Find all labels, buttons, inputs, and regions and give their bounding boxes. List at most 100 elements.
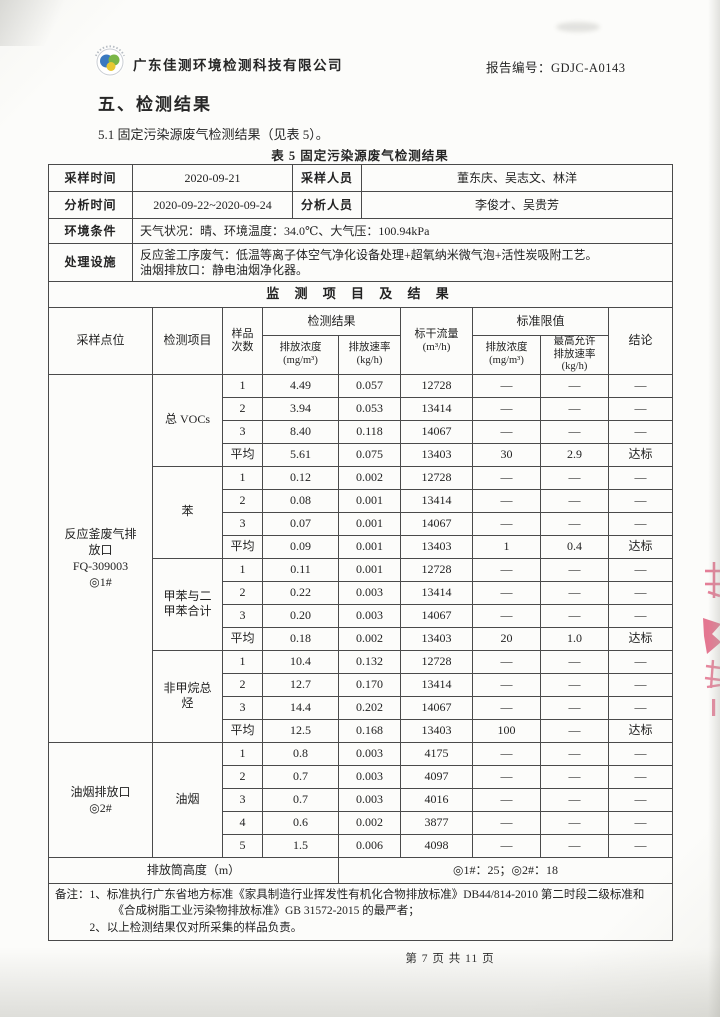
- cell-emission-concentration: 0.7: [262, 787, 339, 812]
- cell-conclusion: 达标: [607, 626, 674, 651]
- cell-emission-concentration: 0.11: [262, 557, 339, 582]
- cell-conclusion: —: [607, 396, 674, 421]
- info-row-sampling: 采样时间 2020-09-21 采样人员 董东庆、吴志文、林洋: [48, 164, 673, 192]
- cell-limit-concentration: —: [472, 695, 541, 720]
- test-item-cell: 苯: [152, 465, 223, 559]
- cell-conclusion: —: [607, 603, 674, 628]
- cell-emission-rate: 0.168: [338, 718, 401, 743]
- cell-max-allowed-rate: —: [540, 580, 609, 605]
- monitor-title-row: 监 测 项 目 及 结 果: [47, 281, 674, 308]
- result-row: 5 1.5 0.006 4098— — —: [49, 833, 674, 858]
- cell-emission-rate: 0.002: [338, 465, 401, 490]
- table-caption: 表 5 固定污染源废气检测结果: [271, 149, 449, 163]
- remark-label: 备注：: [55, 888, 90, 901]
- cell-conclusion: —: [607, 787, 674, 812]
- cell-standard-flow: 4016: [400, 787, 473, 812]
- info-row-facility: 处理设施 反应釜工序废气：低温等离子体空气净化设备处理+超氧纳米微气泡+活性炭吸…: [48, 243, 673, 282]
- scan-smudge: [556, 22, 600, 32]
- result-row: 油烟排放口 ◎2# 油烟 1 0.8 0.003 4175— — —: [48, 741, 674, 858]
- result-row: 2 0.22 0.003 13414— — —: [49, 580, 674, 605]
- cell-conclusion: —: [607, 764, 674, 789]
- cell-emission-concentration: 0.09: [262, 534, 339, 559]
- result-row: 2 0.7 0.003 4097— — —: [49, 764, 674, 789]
- company-logo-icon: [95, 45, 125, 77]
- stack-height-row: 排放筒高度（m） ◎1#：25；◎2#：18: [48, 856, 674, 884]
- analysis-staff-value: 李俊才、吴贵芳: [361, 191, 673, 219]
- section-title: 五、检测结果: [98, 95, 212, 114]
- cell-limit-concentration: —: [472, 603, 541, 628]
- cell-emission-rate: 0.003: [338, 741, 401, 766]
- cell-limit-concentration: 100: [472, 718, 541, 743]
- cell-conclusion: —: [607, 465, 674, 490]
- col-header-result-group: 检测结果: [262, 307, 401, 336]
- cell-sample-no: 平均: [222, 442, 263, 467]
- cell-limit-concentration: —: [472, 833, 541, 858]
- cell-standard-flow: 12728: [400, 649, 473, 674]
- cell-limit-concentration: —: [472, 649, 541, 674]
- result-row: 3 0.20 0.003 14067— — —: [49, 603, 674, 628]
- cell-standard-flow: 3877: [400, 810, 473, 835]
- cell-conclusion: 达标: [607, 442, 674, 467]
- cell-standard-flow: 14067: [400, 511, 473, 536]
- environment-label: 环境条件: [48, 218, 133, 244]
- stack-height-value: ◎1#：25；◎2#：18: [337, 856, 674, 884]
- company-name: 广东佳测环境检测科技有限公司: [133, 58, 343, 73]
- cell-sample-no: 2: [222, 488, 263, 513]
- results-table: 监 测 项 目 及 结 果 采样点位 检测项目 样品 次数 检测结果 标干流量 …: [47, 281, 674, 941]
- result-row: 平均 0.18 0.002 13403 20 1.0 达标: [49, 626, 674, 651]
- col-header-concentration: 排放浓度 (mg/m³): [262, 335, 339, 375]
- facility-label: 处理设施: [48, 243, 133, 282]
- col-header-limit-concentration: 排放浓度 (mg/m³): [472, 335, 541, 375]
- cell-limit-concentration: —: [472, 580, 541, 605]
- remark-content: 备注： 1、标准执行广东省地方标准《家具制造行业挥发性有机化合物排放标准》DB4…: [55, 887, 666, 937]
- result-row: 2 12.7 0.170 13414— — —: [49, 672, 674, 697]
- cell-limit-concentration: —: [472, 557, 541, 582]
- cell-emission-rate: 0.002: [338, 810, 401, 835]
- sampling-staff-label: 采样人员: [292, 164, 362, 192]
- cell-max-allowed-rate: —: [540, 810, 609, 835]
- cell-emission-concentration: 0.22: [262, 580, 339, 605]
- cell-max-allowed-rate: —: [540, 465, 609, 490]
- cell-standard-flow: 4098: [400, 833, 473, 858]
- report-tables: 采样时间 2020-09-21 采样人员 董东庆、吴志文、林洋 分析时间 202…: [47, 164, 674, 941]
- result-row: 3 14.4 0.202 14067— — —: [49, 695, 674, 720]
- cell-sample-no: 3: [222, 787, 263, 812]
- info-table: 采样时间 2020-09-21 采样人员 董东庆、吴志文、林洋 分析时间 202…: [48, 164, 673, 282]
- result-row: 4 0.6 0.002 3877— — —: [49, 810, 674, 835]
- cell-emission-rate: 0.118: [338, 419, 401, 444]
- cell-sample-no: 平均: [222, 626, 263, 651]
- cell-emission-concentration: 12.5: [262, 718, 339, 743]
- sampling-point-cell: 反应釜废气排 放口 FQ-309003 ◎1#: [48, 373, 153, 743]
- cell-conclusion: —: [607, 419, 674, 444]
- cell-emission-rate: 0.003: [338, 787, 401, 812]
- cell-emission-rate: 0.003: [338, 603, 401, 628]
- sampling-time-value: 2020-09-21: [132, 164, 293, 192]
- cell-max-allowed-rate: —: [540, 511, 609, 536]
- cell-standard-flow: 13403: [400, 718, 473, 743]
- cell-max-allowed-rate: —: [540, 787, 609, 812]
- cell-emission-concentration: 0.7: [262, 764, 339, 789]
- cell-emission-rate: 0.202: [338, 695, 401, 720]
- cell-emission-concentration: 1.5: [262, 833, 339, 858]
- stack-height-label: 排放筒高度（m）: [48, 856, 339, 884]
- cell-conclusion: —: [607, 741, 674, 766]
- cell-emission-concentration: 3.94: [262, 396, 339, 421]
- cell-sample-no: 3: [222, 511, 263, 536]
- analysis-staff-label: 分析人员: [292, 191, 362, 219]
- cell-max-allowed-rate: —: [540, 373, 609, 398]
- intro-text: 5.1 固定污染源废气检测结果（见表 5）。: [98, 127, 329, 142]
- cell-conclusion: —: [607, 649, 674, 674]
- environment-value: 天气状况：晴、环境温度：34.0℃、大气压：100.94kPa: [132, 218, 673, 244]
- cell-emission-rate: 0.001: [338, 557, 401, 582]
- cell-emission-rate: 0.001: [338, 488, 401, 513]
- cell-limit-concentration: —: [472, 488, 541, 513]
- analysis-time-label: 分析时间: [48, 191, 133, 219]
- col-header-rate: 排放速率 (kg/h): [338, 335, 401, 375]
- cell-sample-no: 1: [222, 741, 263, 766]
- cell-sample-no: 4: [222, 810, 263, 835]
- remark-row: 备注： 1、标准执行广东省地方标准《家具制造行业挥发性有机化合物排放标准》DB4…: [47, 882, 674, 941]
- cell-conclusion: 达标: [607, 534, 674, 559]
- cell-standard-flow: 14067: [400, 419, 473, 444]
